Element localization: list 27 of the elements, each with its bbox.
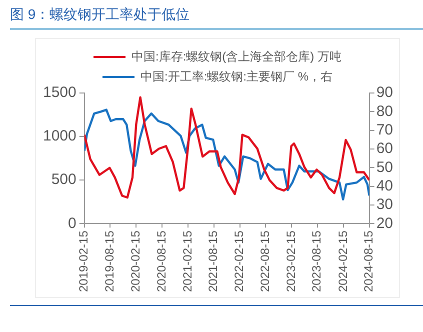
y2-tick-label: 40 <box>376 177 394 194</box>
x-tick-label: 2019-02-15 <box>76 230 91 292</box>
y2-tick-label: 60 <box>376 140 394 158</box>
x-tick-label: 2024-08-15 <box>362 230 376 292</box>
x-tick-label: 2020-02-15 <box>128 230 142 292</box>
y2-tick-label: 50 <box>376 158 394 176</box>
x-tick-label: 2024-02-15 <box>336 230 350 292</box>
x-tick-label: 2023-02-15 <box>284 230 298 292</box>
legend-label: 中国:开工率:螺纹钢:主要钢厂 %，右 <box>140 69 333 84</box>
y-tick-label: 0 <box>68 214 76 232</box>
x-tick-label: 2021-08-15 <box>206 230 220 292</box>
y2-tick-label: 20 <box>376 214 394 232</box>
y2-tick-label: 30 <box>376 196 394 214</box>
x-tick-label: 2019-08-15 <box>102 230 116 292</box>
y-tick-label: 1500 <box>42 84 76 102</box>
y-tick-label: 500 <box>51 171 76 188</box>
x-tick-label: 2023-08-15 <box>310 230 324 292</box>
y2-tick-label: 90 <box>376 84 394 102</box>
x-tick-label: 2022-02-15 <box>232 230 246 292</box>
chart-title: 图 9：螺纹钢开工率处于低位 <box>10 6 190 24</box>
legend-label: 中国:库存:螺纹钢(含上海全部仓库) 万吨 <box>132 49 342 64</box>
x-tick-label: 2020-08-15 <box>154 230 168 292</box>
y2-tick-label: 80 <box>376 102 394 120</box>
x-tick-label: 2022-08-15 <box>258 230 272 292</box>
x-tick-label: 2021-02-15 <box>180 230 194 292</box>
y2-tick-label: 70 <box>376 121 394 138</box>
y-tick-label: 1000 <box>42 128 76 145</box>
